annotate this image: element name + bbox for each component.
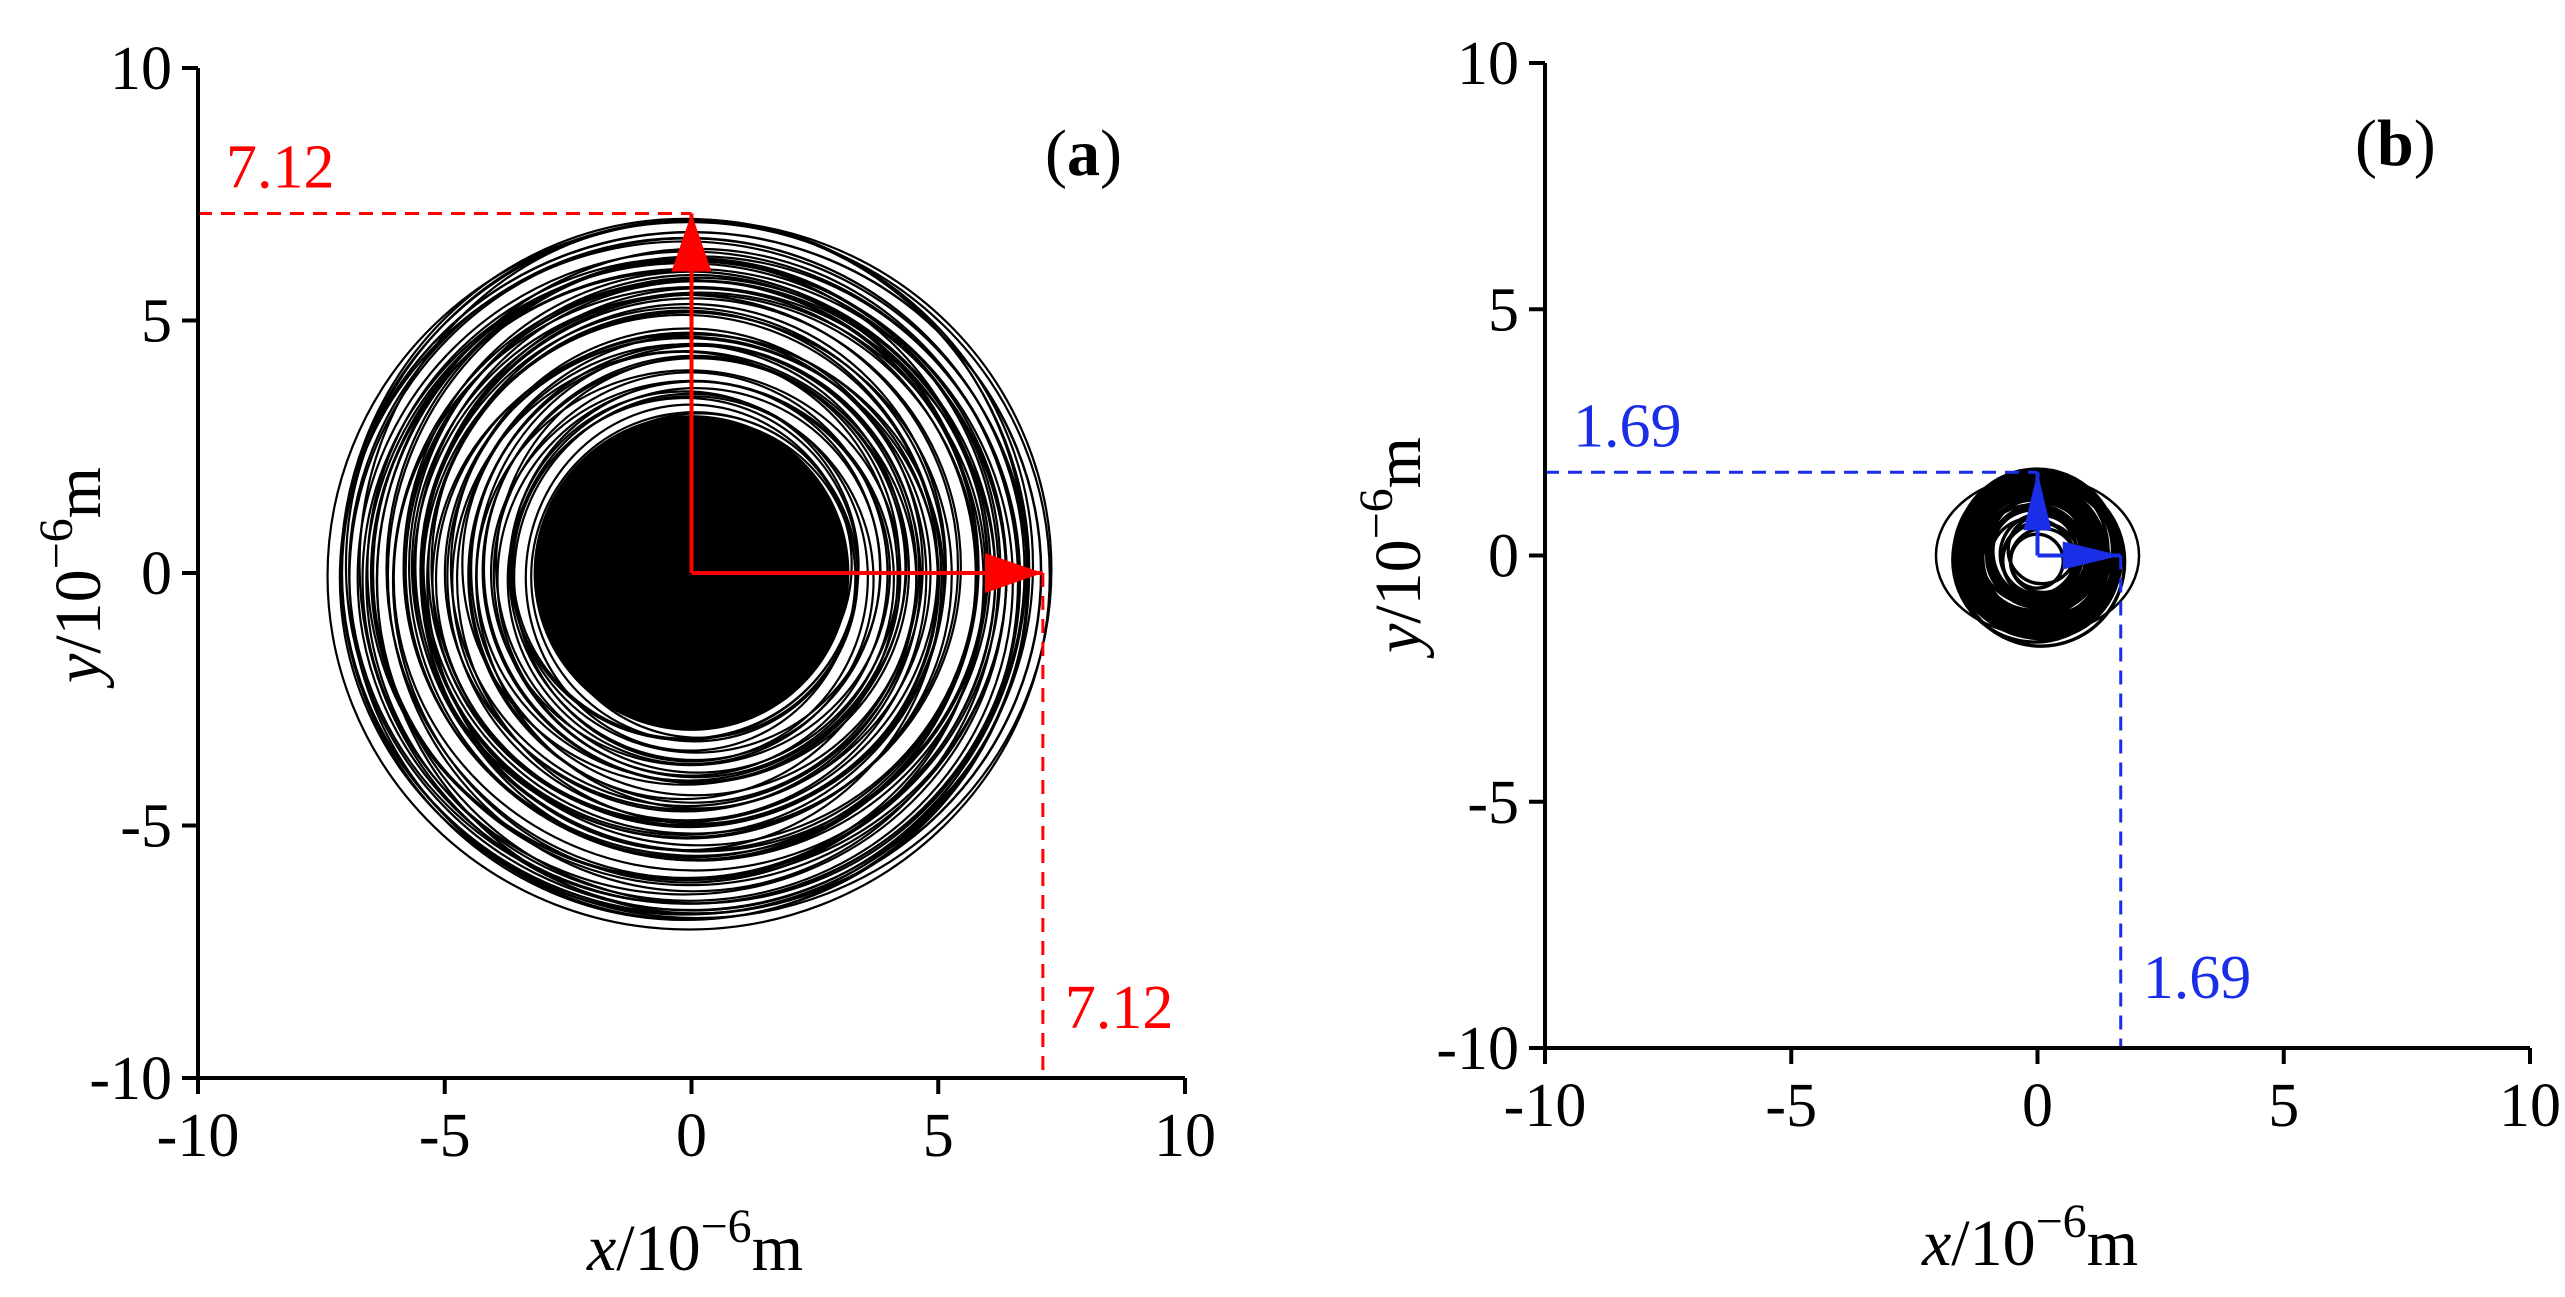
y-tick-label: 10 <box>110 35 172 103</box>
y-axis-label-b: y/10−6m <box>1350 437 1435 659</box>
amplitude-annotations-a: 7.12 7.12 <box>198 133 1173 1078</box>
y-tick-label: -10 <box>89 1045 172 1113</box>
amplitude-label-x: 1.69 <box>2143 944 2252 1012</box>
x-tick-label: -10 <box>1504 1072 1587 1140</box>
x-tick-label: -5 <box>419 1102 471 1170</box>
x-tick-label: 0 <box>676 1102 707 1170</box>
axes-a: -10 -5 0 5 10 -10 -5 0 5 10 <box>89 35 1216 1170</box>
y-tick-label: 10 <box>1457 30 1519 98</box>
x-tick-label: 10 <box>1154 1102 1216 1170</box>
axes-b: -10 -5 0 5 10 -10 -5 0 5 10 <box>1436 30 2561 1140</box>
y-axis-label-a: y/10−6m <box>30 467 115 689</box>
orbit-loop <box>446 331 928 822</box>
orbit-loop <box>451 350 918 813</box>
orbit-loop <box>470 342 921 797</box>
orbit-loop <box>449 327 924 808</box>
orbit-loop <box>391 278 985 884</box>
x-tick-label: -10 <box>157 1102 240 1170</box>
y-tick-label: 5 <box>141 288 172 356</box>
x-axis-label-b: x/10−6m <box>1921 1195 2138 1280</box>
y-tick-label: -10 <box>1436 1015 1519 1083</box>
panel-label-a: (a) <box>1045 117 1122 190</box>
x-tick-label: 5 <box>923 1102 954 1170</box>
x-axis-label-a: x/10−6m <box>586 1200 803 1285</box>
amplitude-label-y: 1.69 <box>1573 392 1682 460</box>
x-tick-label: 5 <box>2268 1072 2299 1140</box>
amplitude-label-y: 7.12 <box>226 133 335 201</box>
x-tick-label: -5 <box>1765 1072 1817 1140</box>
amplitude-label-x: 7.12 <box>1065 974 1174 1042</box>
amplitude-annotations-b: 1.69 1.69 <box>1545 392 2251 1048</box>
y-tick-label: -5 <box>1467 769 1519 837</box>
x-tick-label: 10 <box>2499 1072 2561 1140</box>
y-tick-label: 0 <box>1488 523 1519 591</box>
panel-label-b: (b) <box>2355 107 2436 180</box>
y-tick-label: 5 <box>1488 276 1519 344</box>
y-tick-label: -5 <box>120 793 172 861</box>
x-tick-label: 0 <box>2022 1072 2053 1140</box>
y-tick-label: 0 <box>141 540 172 608</box>
